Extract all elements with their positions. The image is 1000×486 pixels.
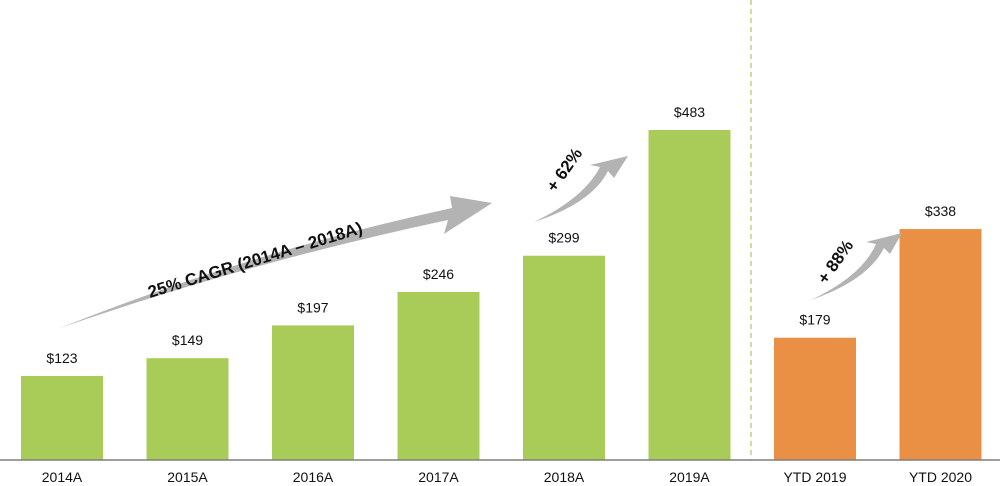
value-label-ytd-2019: $179 bbox=[799, 312, 830, 328]
tick-label-2019a: 2019A bbox=[669, 469, 710, 485]
value-label-2016a: $197 bbox=[297, 299, 328, 315]
value-label-2014a: $123 bbox=[46, 350, 77, 366]
bar-2015a bbox=[146, 358, 229, 460]
tick-label-ytd-2020: YTD 2020 bbox=[909, 469, 972, 485]
tick-labels-group: 2014A 2015A 2016A 2017A 2018A 2019A YTD 2019 YT… bbox=[42, 469, 972, 485]
cagr-growth-arrow bbox=[60, 196, 492, 328]
growth-2019-annotation: + 62% bbox=[543, 145, 586, 196]
bars-group bbox=[21, 130, 982, 460]
value-labels-group: $123 $149 $197 $246 $299 $483 $179 $338 bbox=[46, 104, 956, 366]
bar-2014a bbox=[21, 375, 103, 460]
bar-ytd-2020 bbox=[899, 229, 982, 460]
tick-label-ytd-2019: YTD 2019 bbox=[783, 469, 846, 485]
value-label-2018a: $299 bbox=[548, 230, 579, 246]
value-label-ytd-2020: $338 bbox=[925, 203, 956, 219]
bar-2018a bbox=[523, 255, 605, 460]
tick-label-2014a: 2014A bbox=[42, 469, 83, 485]
tick-label-2016a: 2016A bbox=[293, 469, 334, 485]
cagr-annotation: 25% CAGR (2014A – 2018A) bbox=[146, 218, 365, 301]
bar-ytd-2019 bbox=[774, 337, 856, 460]
bar-2017a bbox=[397, 291, 480, 460]
tick-label-2017a: 2017A bbox=[418, 469, 459, 485]
growth-ytd-arrow bbox=[811, 233, 902, 300]
tick-label-2015a: 2015A bbox=[167, 469, 208, 485]
bar-2019a bbox=[648, 130, 731, 460]
value-label-2017a: $246 bbox=[423, 266, 454, 282]
value-label-2019a: $483 bbox=[674, 104, 705, 120]
bar-2016a bbox=[272, 325, 354, 460]
growth-2019-arrow bbox=[534, 156, 628, 222]
tick-label-2018a: 2018A bbox=[544, 469, 585, 485]
value-label-2015a: $149 bbox=[172, 332, 203, 348]
